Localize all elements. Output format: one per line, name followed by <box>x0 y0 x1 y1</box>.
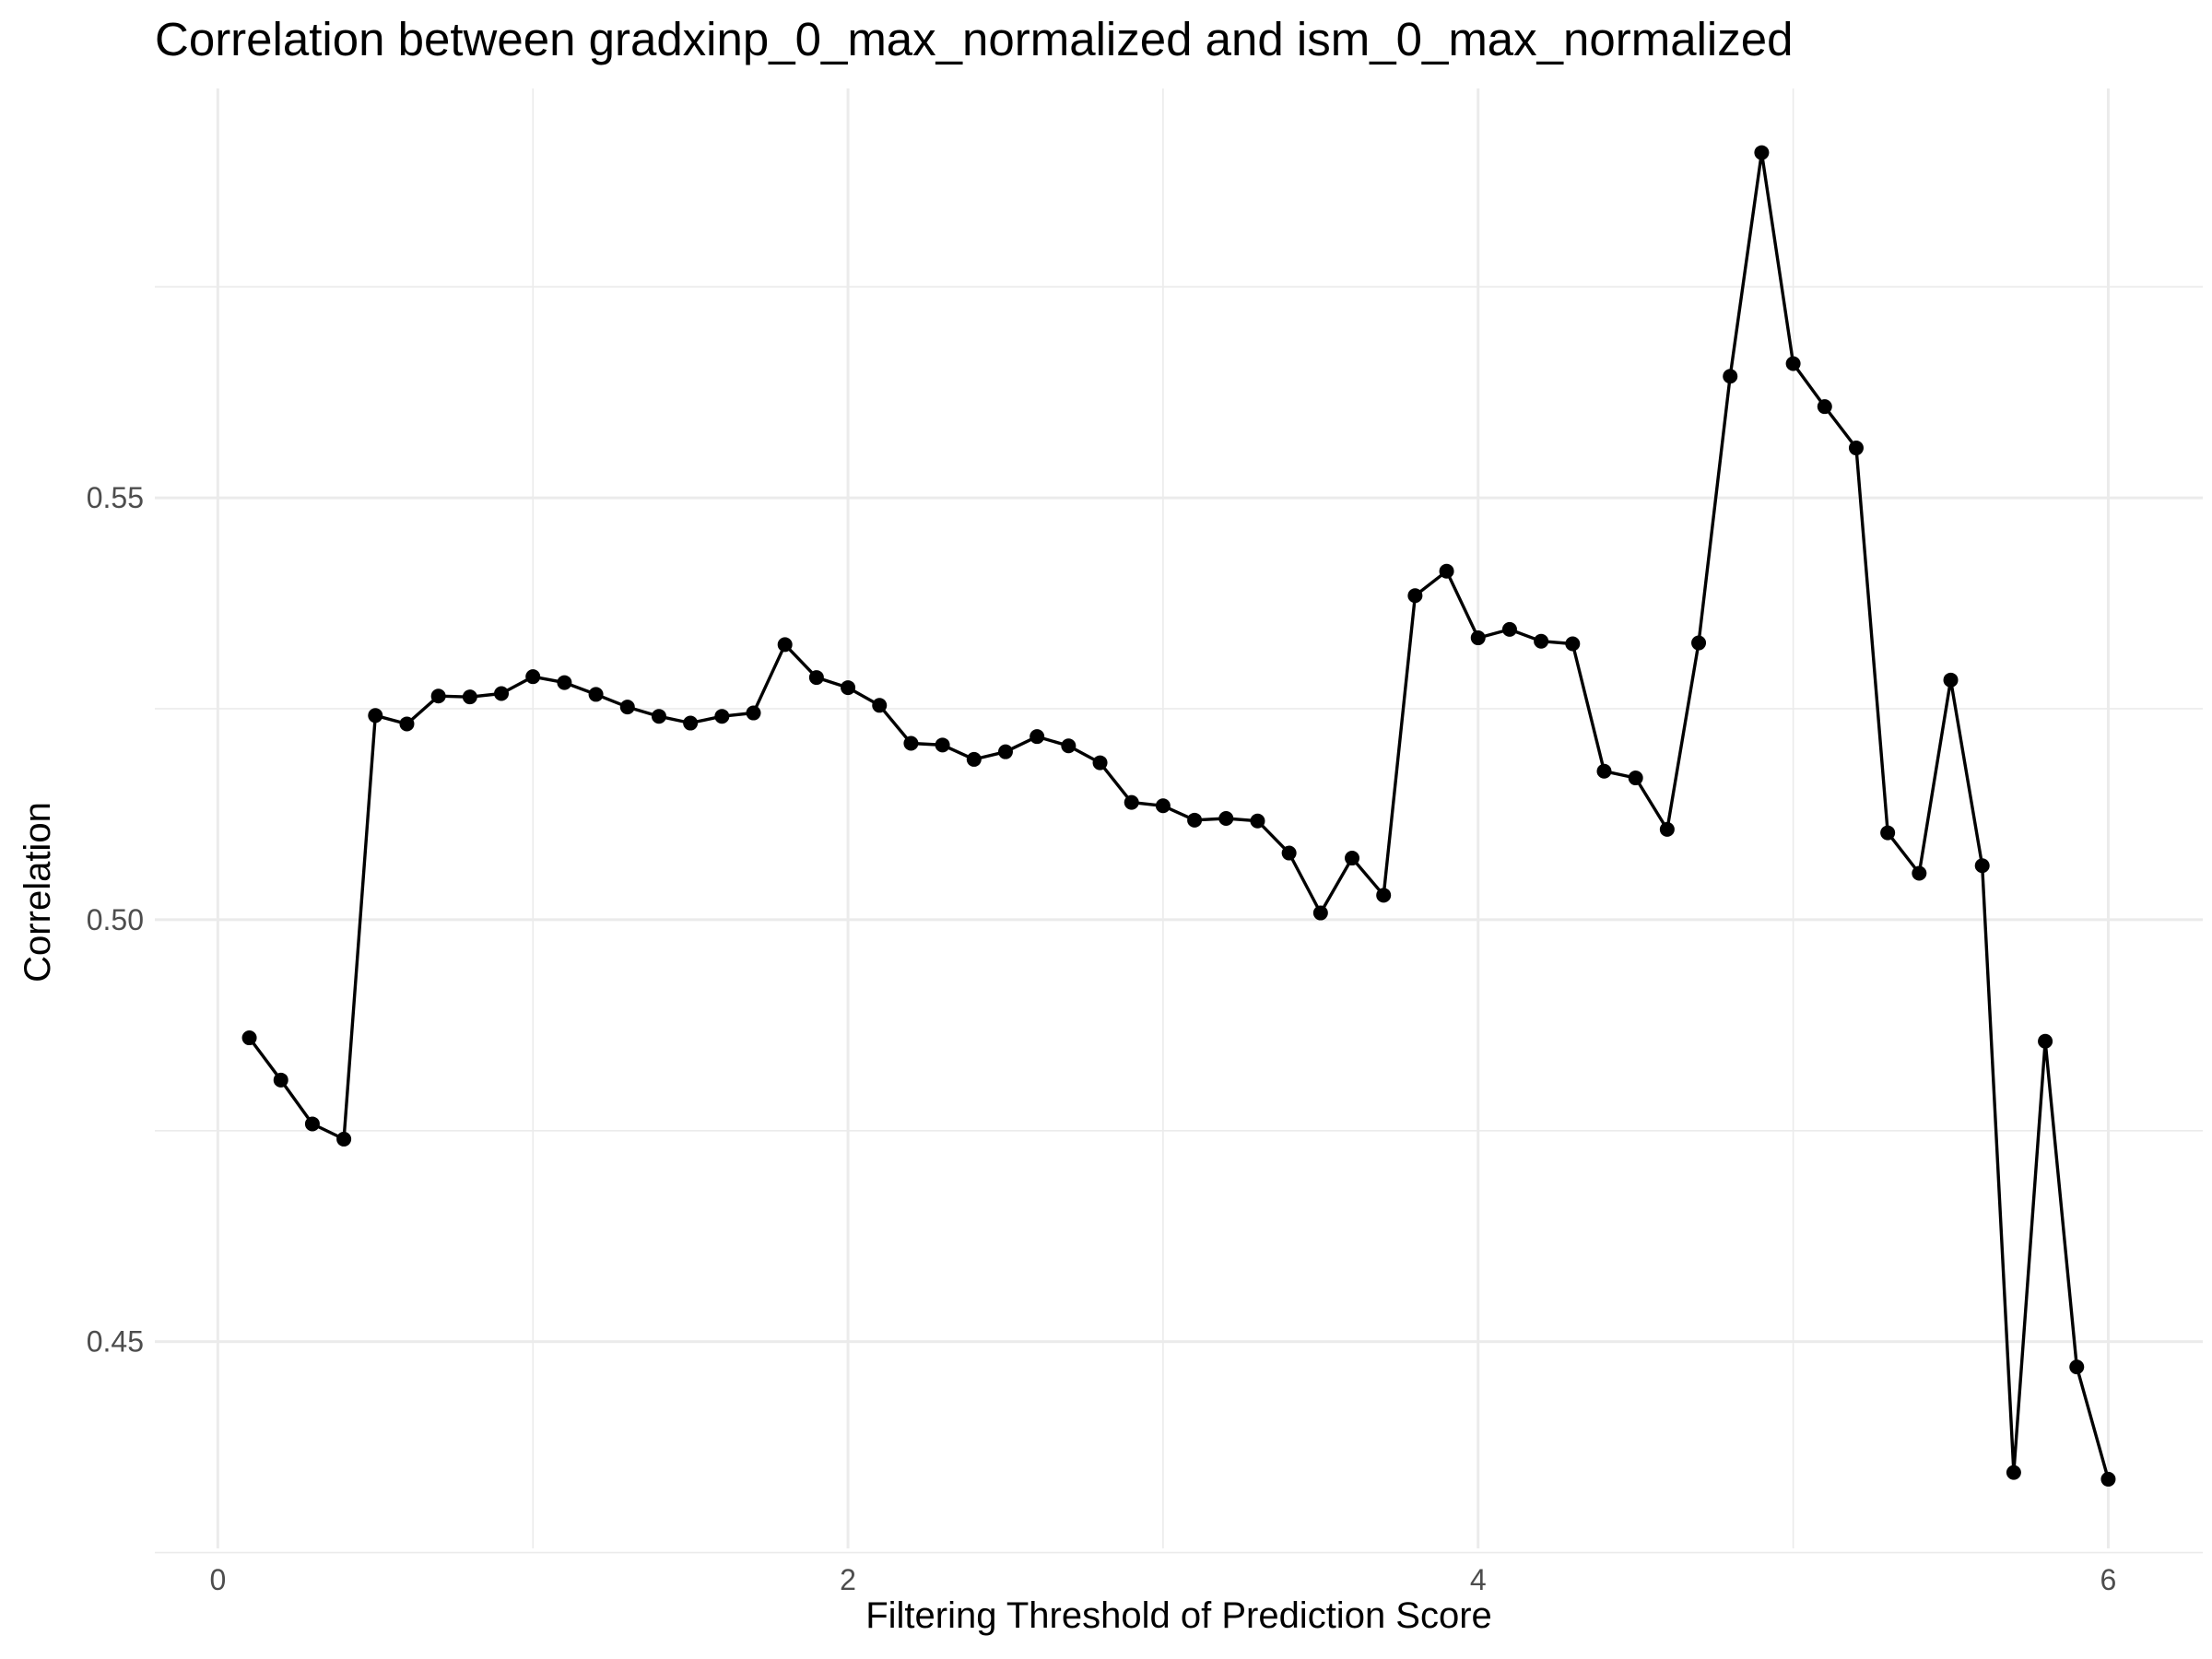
data-point <box>1439 563 1454 579</box>
data-point <box>430 688 446 704</box>
data-point <box>1281 845 1297 861</box>
data-point <box>1565 636 1581 652</box>
data-point <box>1880 825 1896 841</box>
y-tick-label: 0.45 <box>87 1325 144 1359</box>
data-point <box>1470 630 1486 646</box>
data-point <box>841 680 856 696</box>
data-point <box>525 669 541 685</box>
y-tick-label: 0.50 <box>87 903 144 936</box>
data-point <box>1659 821 1675 837</box>
data-point <box>336 1131 352 1147</box>
data-point <box>997 744 1013 759</box>
data-point <box>903 735 919 751</box>
chart-title: Correlation between gradxinp_0_max_norma… <box>155 13 1793 65</box>
data-point <box>1912 865 1927 881</box>
data-point <box>1376 888 1392 903</box>
data-point <box>462 689 477 705</box>
data-point <box>1187 812 1203 828</box>
data-point <box>1250 813 1265 829</box>
data-point <box>1345 851 1360 866</box>
x-tick-label: 0 <box>209 1563 226 1596</box>
data-point <box>1534 633 1549 649</box>
data-point <box>1628 771 1643 786</box>
x-axis-tick-labels: 0 2 4 6 <box>209 1563 2116 1596</box>
data-point <box>683 715 699 731</box>
data-point <box>746 705 761 721</box>
data-point <box>1848 441 1864 456</box>
data-point <box>1061 738 1077 754</box>
data-point <box>588 687 604 702</box>
data-point <box>808 670 824 686</box>
data-point <box>1124 794 1139 810</box>
data-point <box>872 698 888 713</box>
series-line <box>248 150 2111 1480</box>
data-point <box>935 737 950 753</box>
data-point <box>2100 1471 2116 1487</box>
data-point <box>651 709 666 724</box>
data-point <box>1218 811 1234 826</box>
data-point <box>368 708 383 724</box>
data-point <box>619 700 635 715</box>
data-point <box>1723 369 1738 384</box>
data-point <box>1785 356 1801 371</box>
x-tick-label: 2 <box>840 1563 856 1596</box>
data-point <box>1030 729 1045 745</box>
data-point <box>1501 621 1517 637</box>
x-axis-title: Filtering Threshold of Prediction Score <box>865 1595 1492 1636</box>
data-point <box>1691 635 1707 651</box>
data-point <box>966 751 982 767</box>
data-point <box>1155 798 1171 814</box>
data-point <box>2038 1033 2053 1049</box>
y-axis-tick-labels: 0.45 0.50 0.55 <box>87 481 144 1359</box>
y-axis-title: Correlation <box>18 802 58 982</box>
data-point <box>273 1072 288 1088</box>
x-tick-label: 4 <box>1470 1563 1487 1596</box>
data-points <box>241 145 2116 1487</box>
data-point <box>714 709 730 724</box>
data-point <box>1754 145 1770 160</box>
data-point <box>494 686 510 701</box>
data-point <box>399 716 415 732</box>
data-point <box>557 675 572 690</box>
data-point <box>241 1030 257 1046</box>
data-point <box>1092 755 1108 771</box>
data-point <box>1407 588 1423 604</box>
data-point <box>1817 399 1832 415</box>
data-point <box>2006 1465 2021 1480</box>
data-point <box>1943 672 1959 688</box>
data-point <box>777 637 793 653</box>
grid-layer <box>155 88 2203 1554</box>
data-point <box>1312 905 1328 921</box>
data-point <box>304 1116 320 1132</box>
y-tick-label: 0.55 <box>87 481 144 514</box>
data-point <box>1974 858 1990 874</box>
data-point <box>2069 1359 2085 1375</box>
data-point <box>1596 763 1612 779</box>
x-tick-label: 6 <box>2100 1563 2117 1596</box>
